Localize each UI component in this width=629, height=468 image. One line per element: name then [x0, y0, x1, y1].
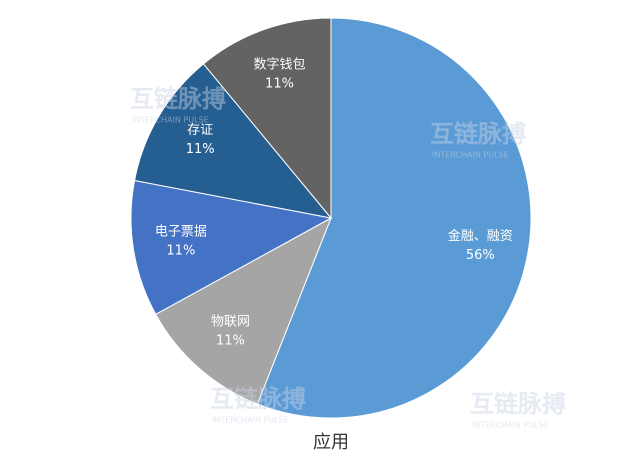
slice-label: 金融、融资: [448, 228, 513, 244]
watermark-subtext: INTERCHAIN PULSE: [432, 151, 509, 160]
value-label: 56%: [466, 248, 495, 263]
watermark-text: 互链脉搏: [130, 85, 226, 113]
watermark-subtext: INTERCHAIN PULSE: [472, 421, 549, 430]
watermark-subtext: INTERCHAIN PULSE: [212, 416, 289, 425]
pie-slice: [130, 179, 333, 316]
watermark-text: 互链脉搏: [470, 390, 566, 418]
slice-label: 存证: [187, 123, 213, 138]
pie-slice: [202, 17, 332, 220]
pie-slice: [256, 17, 532, 419]
watermark-text: 互链脉搏: [430, 120, 526, 148]
value-label: 11%: [216, 334, 245, 349]
slice-label: 电子票据: [155, 224, 207, 239]
watermark-subtext: INTERCHAIN PULSE: [132, 116, 209, 125]
value-label: 11%: [265, 76, 294, 91]
slice-label: 物联网: [211, 315, 250, 330]
chart-title: 应用: [313, 432, 349, 453]
pie-slice: [133, 63, 333, 219]
slice-label: 数字钱包: [254, 57, 306, 72]
value-label: 11%: [166, 243, 195, 258]
value-label: 11%: [186, 142, 215, 157]
watermark-text: 互链脉搏: [210, 385, 306, 413]
pie-slice: [155, 216, 332, 405]
